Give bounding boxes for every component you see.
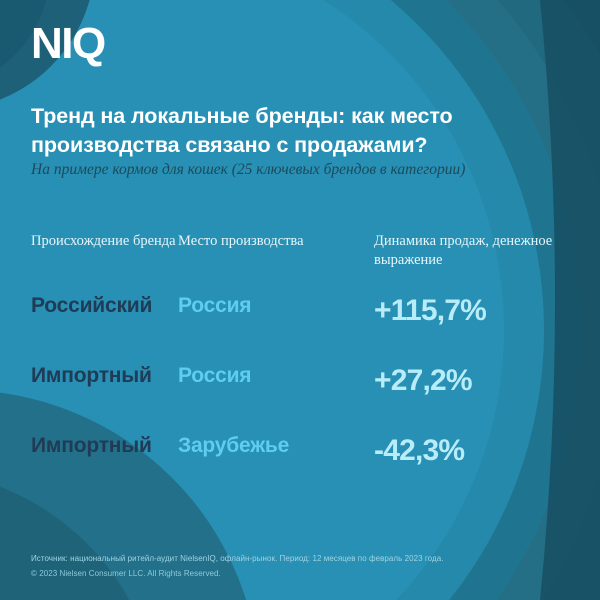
page-subtitle: На примере кормов для кошек (25 ключевых…: [31, 161, 466, 178]
table-row: Российский Россия +115,7%: [0, 294, 600, 364]
footer-source: Источник: национальный ритейл-аудит Niel…: [31, 554, 444, 564]
cell-production: Зарубежье: [178, 434, 290, 457]
niq-logo: NIQ: [31, 19, 106, 68]
column-header-dynamics: Динамика продаж, денежное выражение: [374, 233, 553, 269]
cell-dynamics: -42,3%: [374, 434, 465, 467]
cell-origin: Импортный: [31, 364, 152, 387]
footer-copyright: © 2023 Nielsen Consumer LLC. All Rights …: [31, 569, 221, 579]
cell-origin: Российский: [31, 294, 153, 317]
table-row: Импортный Зарубежье -42,3%: [0, 434, 600, 504]
cell-production: Россия: [178, 294, 252, 317]
column-header-origin: Происхождение бренда: [31, 233, 176, 249]
footer: Источник: национальный ритейл-аудит Niel…: [31, 552, 571, 582]
column-header-production: Место производства: [178, 233, 304, 249]
page-title: Тренд на локальные бренды: как место про…: [31, 104, 453, 157]
cell-origin: Импортный: [31, 434, 152, 457]
cell-dynamics: +115,7%: [374, 294, 487, 327]
table-header-row: Происхождение бренда Место производства …: [0, 232, 600, 294]
cell-production: Россия: [178, 364, 252, 387]
cell-dynamics: +27,2%: [374, 364, 473, 397]
table-row: Импортный Россия +27,2%: [0, 364, 600, 434]
data-table: Происхождение бренда Место производства …: [0, 232, 600, 504]
